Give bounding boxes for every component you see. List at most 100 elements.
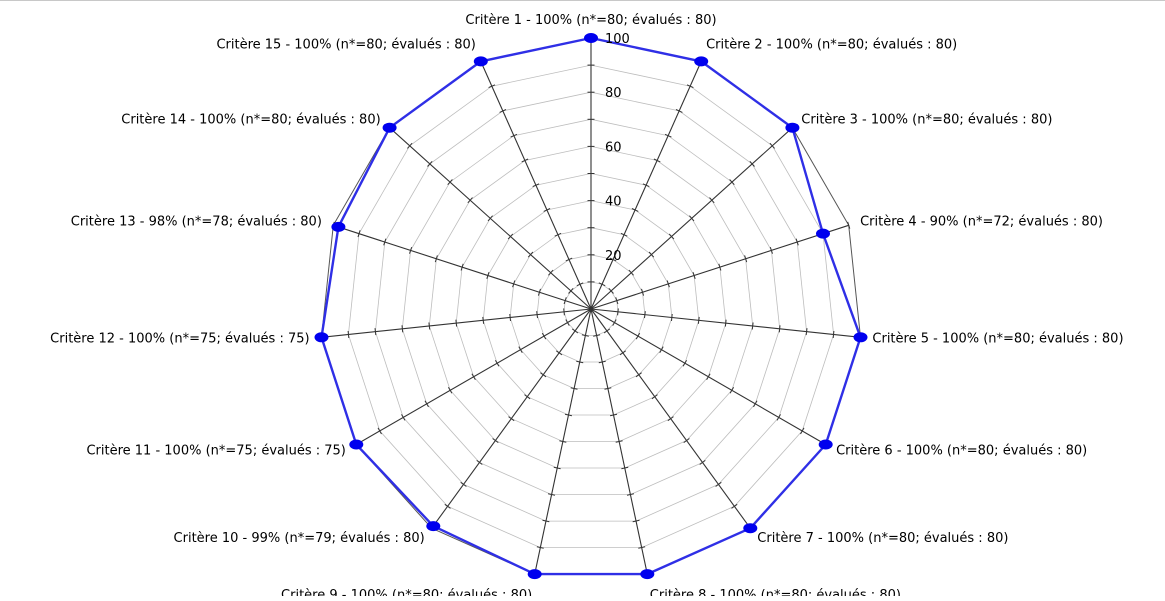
data-point-4 — [816, 228, 830, 239]
axis-tick — [476, 459, 483, 465]
axis-tick — [512, 280, 516, 288]
axis-tick — [612, 319, 617, 326]
data-point-8 — [640, 569, 655, 580]
axis-tick — [563, 297, 567, 305]
axis-tick — [638, 546, 646, 549]
axis-tick — [631, 208, 639, 212]
axis-tick — [776, 414, 781, 421]
axis-tick — [444, 503, 451, 509]
category-label-9: Critère 9 - 100% (n*=80; évalués : 80) — [281, 588, 532, 596]
r-tick-label-40: 40 — [605, 195, 622, 210]
grid-ring-70 — [401, 118, 781, 496]
category-label-2: Critère 2 - 100% (n*=80; évalués : 80) — [706, 38, 957, 53]
axis-tick — [482, 316, 485, 324]
axis-tick — [847, 221, 851, 229]
category-label-15: Critère 15 - 100% (n*=80; évalués : 80) — [216, 38, 475, 53]
axis-tick — [537, 288, 541, 296]
axis-tick — [581, 334, 589, 337]
axis-tick — [499, 109, 507, 113]
axis-tick — [401, 414, 406, 421]
category-label-13: Critère 13 - 98% (n*=78; évalués : 80) — [71, 215, 322, 230]
axis-tick — [563, 308, 565, 316]
label-layer: 20 40 60 80 100 Critère 1 - 100% (n*=80; éval… — [50, 13, 1123, 601]
axis-tick — [648, 251, 655, 258]
axis-tick — [488, 84, 496, 89]
axis-tick — [455, 319, 458, 327]
axis-tick — [795, 238, 799, 246]
grid-ring-10 — [563, 281, 619, 336]
axis-tick — [598, 282, 606, 287]
axis-tick — [603, 328, 611, 334]
data-point-10 — [426, 521, 441, 532]
category-label-14: Critère 14 - 100% (n*=80; évalués : 80) — [121, 113, 380, 128]
axis-tick — [641, 288, 645, 296]
axis-tick — [668, 233, 675, 240]
data-point-12 — [314, 332, 329, 343]
axis-tick — [554, 232, 562, 237]
r-tick-label-60: 60 — [605, 140, 622, 155]
axis-tick — [751, 322, 754, 330]
axis-tick — [401, 325, 404, 333]
axis-tick — [540, 372, 547, 378]
axis-tick — [664, 133, 672, 138]
axis-tick — [744, 255, 748, 263]
axis-tick — [508, 416, 515, 422]
axis-tick — [471, 373, 476, 381]
axis-tick — [556, 350, 563, 356]
r-tick-label-20: 20 — [605, 249, 622, 264]
axis-tick — [492, 438, 499, 444]
axis-tick — [536, 311, 538, 319]
axis-tick — [709, 197, 715, 204]
axis-tick — [686, 84, 694, 89]
axis-tick — [653, 158, 661, 163]
axis-tick — [666, 280, 670, 288]
axis-tick — [805, 328, 808, 336]
category-label-5: Critère 5 - 100% (n*=80; évalués : 80) — [872, 332, 1123, 347]
axis-tick — [615, 440, 623, 443]
axis-tick — [377, 427, 382, 435]
axis-tick — [347, 330, 350, 339]
category-label-6: Critère 6 - 100% (n*=80; évalués : 80) — [836, 444, 1087, 459]
axis-tick — [644, 311, 646, 319]
axis-tick — [460, 263, 464, 271]
top-divider — [0, 0, 1165, 1]
axis-tick — [447, 387, 453, 394]
axis-tick — [527, 251, 534, 258]
axis-tick — [608, 287, 614, 294]
axis-tick — [598, 360, 606, 364]
data-point-11 — [349, 439, 364, 450]
axis-tick — [621, 466, 629, 470]
category-label-7: Critère 7 - 100% (n*=80; évalués : 80) — [757, 531, 1008, 546]
axis-tick — [635, 332, 641, 340]
axis-tick — [487, 215, 493, 222]
r-tick-label-80: 80 — [605, 86, 622, 101]
axis-tick — [568, 287, 574, 294]
axis-tick — [559, 440, 567, 443]
axis-tick — [407, 142, 413, 149]
axis-tick — [697, 316, 700, 324]
data-point-6 — [818, 439, 833, 450]
axis-tick — [467, 197, 473, 204]
axis-tick — [619, 350, 626, 356]
axis-tick — [532, 183, 540, 188]
axis-tick — [547, 493, 556, 496]
axis-tick — [832, 330, 835, 339]
axis-tick — [447, 179, 453, 186]
axis-tick — [548, 269, 554, 276]
axis-tick — [357, 230, 361, 238]
axis-tick — [769, 142, 775, 149]
axis-tick — [521, 158, 529, 163]
axis-tick — [635, 372, 642, 378]
axis-tick — [609, 413, 618, 417]
axis-tick — [715, 481, 722, 487]
axis-tick — [570, 387, 578, 390]
axis-tick — [576, 282, 584, 287]
axis-tick — [536, 546, 544, 549]
axis-tick — [428, 322, 431, 330]
category-label-12: Critère 12 - 100% (n*=75; évalués : 75) — [50, 332, 309, 347]
axis-tick — [675, 109, 683, 113]
axis-tick — [542, 519, 550, 523]
axis-tick — [494, 359, 500, 367]
